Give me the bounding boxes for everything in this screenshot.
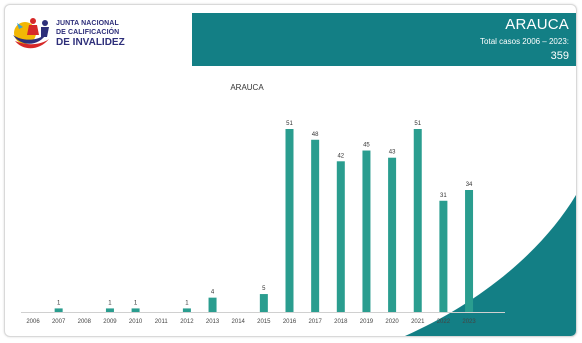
x-tick-label: 2008 <box>78 319 92 325</box>
bar <box>362 150 371 312</box>
bar-data-label: 1 <box>108 300 112 306</box>
bar <box>131 308 140 312</box>
chart-title: ARAUCA <box>230 83 264 92</box>
logo-line-1: JUNTA NACIONAL <box>56 20 119 27</box>
x-tick-label: 2009 <box>103 319 117 325</box>
bar-data-label: 43 <box>389 150 396 156</box>
x-tick-label: 2022 <box>437 319 451 325</box>
bar <box>311 139 320 312</box>
total-cases-label: Total casos 2006 – 2023: <box>480 37 569 46</box>
dashboard-card: JUNTA NACIONAL DE CALIFICACIÓN DE INVALI… <box>4 4 577 337</box>
bar-data-label: 51 <box>286 121 293 127</box>
bar-chart: 2006 2007 1 2008 2009 1 2010 1 2011 2012 1 2013 4 201… <box>21 121 505 325</box>
logo: JUNTA NACIONAL DE CALIFICACIÓN DE INVALI… <box>11 11 171 55</box>
x-tick-label: 2015 <box>257 319 271 325</box>
bar <box>285 129 294 312</box>
bar <box>259 294 268 312</box>
x-tick-label: 2011 <box>155 319 169 325</box>
decorative-swoosh <box>405 195 576 336</box>
bar <box>388 157 397 312</box>
bar-data-label: 5 <box>262 286 266 292</box>
x-tick-label: 2014 <box>232 319 246 325</box>
x-tick-label: 2012 <box>180 319 194 325</box>
x-tick-label: 2016 <box>283 319 297 325</box>
x-tick-label: 2018 <box>334 319 348 325</box>
bar-data-label: 42 <box>337 153 344 159</box>
x-tick-label: 2006 <box>26 319 40 325</box>
bar <box>413 129 422 312</box>
x-tick-label: 2021 <box>411 319 425 325</box>
bar-data-label: 1 <box>57 300 61 306</box>
x-tick-label: 2023 <box>462 319 476 325</box>
total-cases-value: 359 <box>550 50 569 62</box>
x-tick-label: 2010 <box>129 319 143 325</box>
bar <box>336 161 345 312</box>
bar-data-label: 4 <box>211 290 215 296</box>
bar-data-label: 34 <box>466 182 473 188</box>
x-tick-label: 2020 <box>385 319 399 325</box>
x-tick-label: 2013 <box>206 319 220 325</box>
bar <box>465 190 474 312</box>
bar <box>208 297 217 312</box>
region-title: ARAUCA <box>505 16 569 33</box>
header-panel: ARAUCA Total casos 2006 – 2023: 359 <box>192 13 576 66</box>
logo-line-2: DE CALIFICACIÓN <box>56 29 120 36</box>
x-tick-label: 2007 <box>52 319 66 325</box>
bar <box>182 308 191 312</box>
bar-data-label: 31 <box>440 193 447 199</box>
bar-data-label: 48 <box>312 132 319 138</box>
bar-data-label: 51 <box>414 121 421 127</box>
bar-data-label: 1 <box>134 300 138 306</box>
bar <box>54 308 63 312</box>
x-tick-label: 2019 <box>360 319 374 325</box>
x-tick-label: 2017 <box>308 319 322 325</box>
bar-data-label: 1 <box>185 300 189 306</box>
logo-text: JUNTA NACIONAL DE CALIFICACIÓN DE INVALI… <box>56 19 125 48</box>
bar <box>105 308 114 312</box>
logo-line-3: DE INVALIDEZ <box>56 37 125 48</box>
bar-data-label: 45 <box>363 143 370 149</box>
institution-logo-icon <box>13 18 49 49</box>
bar <box>439 200 448 312</box>
